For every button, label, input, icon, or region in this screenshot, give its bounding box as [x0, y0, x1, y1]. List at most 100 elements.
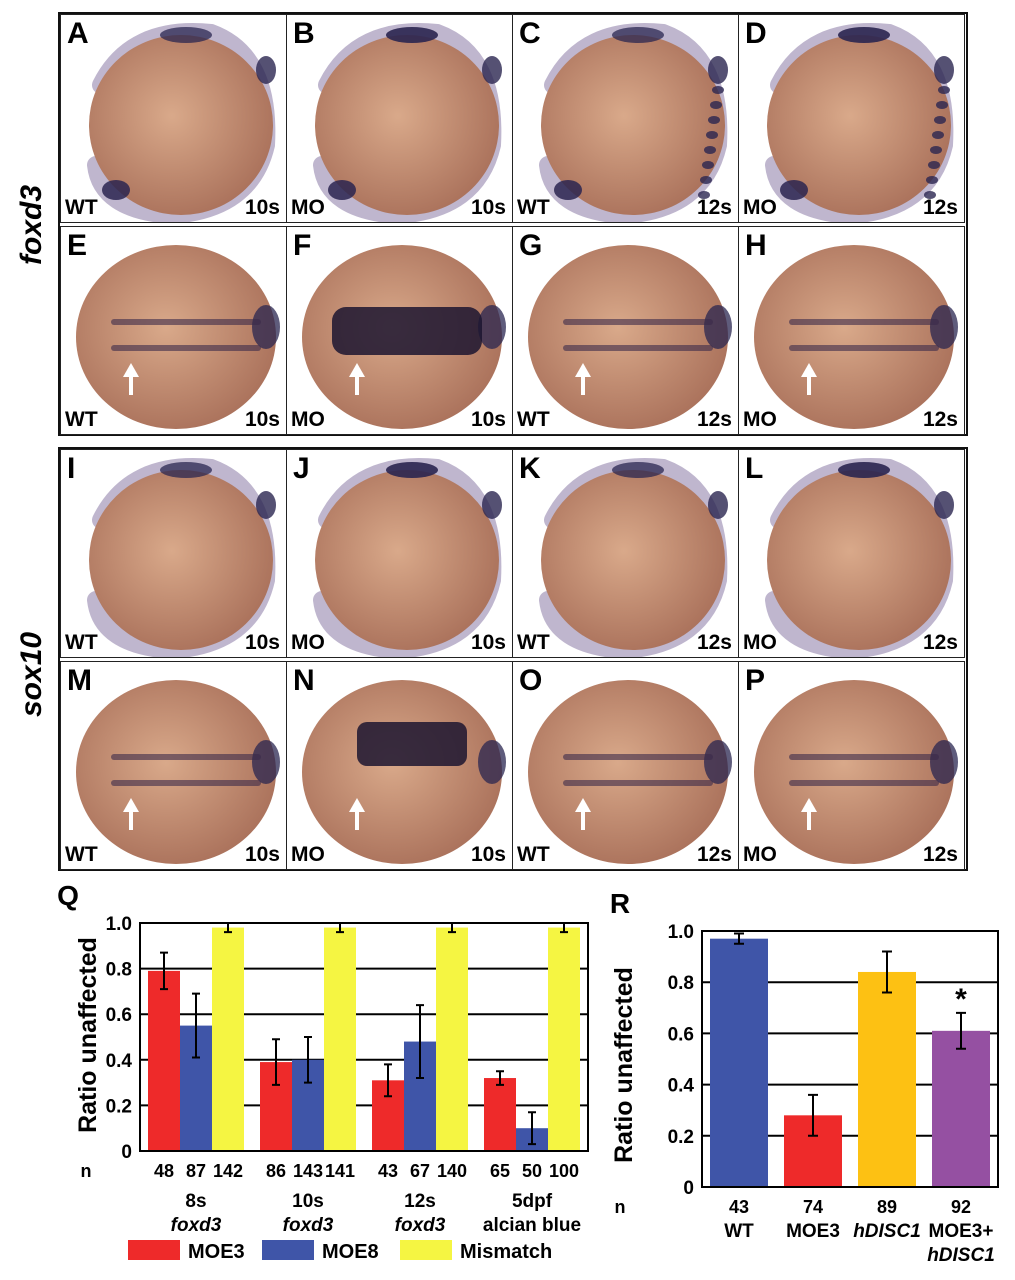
error-bar [808, 1093, 818, 1137]
y-tick-label: 0.8 [668, 973, 694, 994]
error-bar [528, 1111, 536, 1146]
condition-label: WT [65, 196, 98, 219]
panel-letter: C [519, 17, 541, 50]
panel-f: F MO 10s [286, 226, 513, 435]
group-label: 12s [404, 1191, 436, 1212]
white-arrow-icon [801, 363, 817, 395]
white-arrow-icon [575, 363, 591, 395]
plot-frame [701, 930, 999, 1188]
n-value: 48 [154, 1161, 174, 1181]
error-bar [384, 1063, 392, 1098]
condition-label: MO [743, 631, 777, 654]
error-bar [160, 951, 168, 991]
bar-label: hDISC1 [853, 1221, 921, 1242]
panel-letter: P [745, 664, 766, 697]
embryo-image [754, 680, 958, 864]
y-tick-label: 0.2 [668, 1127, 694, 1148]
error-bar [192, 992, 200, 1059]
stage-label: 12s [696, 196, 732, 219]
gene-label-foxd3: foxd3 [15, 184, 48, 265]
stage-label: 12s [922, 196, 958, 219]
chart-r: R 0 0.2 0.4 0.6 0.8 1.0 Ratio unaffected n 43 WT 74… [610, 888, 999, 1266]
embryo-image [313, 23, 502, 222]
embryo-image [765, 458, 954, 657]
error-bar [336, 922, 344, 934]
bar-mismatch-2 [436, 927, 468, 1151]
n-value: 43 [378, 1161, 398, 1181]
panel-letter: M [67, 664, 92, 697]
panel-letter: I [67, 452, 76, 485]
embryo-image [87, 458, 276, 657]
panel-letter: N [293, 664, 315, 697]
legend-label: MOE3 [188, 1241, 245, 1263]
n-row-label: n [615, 1197, 626, 1217]
panel-p: P MO 12s [738, 661, 965, 870]
panel-letter: K [519, 452, 541, 485]
bar-0 [710, 938, 768, 1187]
embryo-image [302, 245, 506, 429]
chart-panel-letter: Q [57, 880, 79, 911]
stage-label: 10s [244, 196, 280, 219]
stage-label: 12s [696, 843, 732, 866]
bar-label: MOE3 [786, 1221, 840, 1242]
stage-label: 10s [244, 631, 280, 654]
error-bar [560, 922, 568, 934]
embryo-image [754, 245, 958, 429]
condition-label: MO [291, 408, 325, 431]
plot-frame [139, 922, 589, 1152]
panel-d: D MO 12s [738, 14, 965, 223]
embryo-image [302, 680, 506, 864]
panel-i: I WT 10s [60, 449, 287, 658]
condition-label: MO [743, 408, 777, 431]
panel-letter: D [745, 17, 767, 50]
panel-a: A WT 10s [60, 14, 287, 223]
embryo-image [528, 680, 732, 864]
bar-2 [858, 971, 916, 1187]
condition-label: WT [65, 843, 98, 866]
stage-label: 10s [470, 843, 506, 866]
panel-e: E WT 10s [60, 226, 287, 435]
y-tick-label: 0 [121, 1142, 132, 1163]
n-value: 74 [803, 1197, 823, 1217]
y-axis-label: Ratio unaffected [610, 967, 638, 1163]
n-value: 100 [549, 1161, 579, 1181]
panel-letter: A [67, 17, 89, 50]
white-arrow-icon [349, 798, 365, 830]
group-label: 8s [185, 1191, 206, 1212]
panel-letter: F [293, 229, 312, 262]
y-tick-label: 0.6 [668, 1024, 694, 1045]
condition-label: MO [291, 843, 325, 866]
white-arrow-icon [123, 363, 139, 395]
panel-letter: J [293, 452, 310, 485]
error-bar [956, 1011, 966, 1050]
stage-label: 10s [470, 631, 506, 654]
stage-label: 12s [696, 408, 732, 431]
condition-label: MO [743, 843, 777, 866]
bar-3 [932, 1030, 990, 1187]
panel-letter: H [745, 229, 767, 262]
gene-label-sox10: sox10 [15, 631, 48, 717]
embryo-image [539, 458, 728, 657]
panel-letter: L [745, 452, 764, 485]
white-arrow-icon [349, 363, 365, 395]
embryo-image [528, 245, 732, 429]
legend-swatch [128, 1240, 180, 1260]
bar-label: WT [724, 1221, 754, 1242]
n-value: 141 [325, 1161, 355, 1181]
y-tick-label: 0.4 [668, 1076, 695, 1097]
legend-swatch [400, 1240, 452, 1260]
y-tick-label: 0.6 [106, 1005, 132, 1026]
panel-letter: B [293, 17, 315, 50]
bar-moe3-3 [484, 1078, 516, 1151]
n-value: 87 [186, 1161, 206, 1181]
legend-label: Mismatch [460, 1241, 552, 1263]
stage-label: 12s [922, 408, 958, 431]
y-tick-label: 0.8 [106, 960, 132, 981]
panel-c: C WT 12s [512, 14, 739, 223]
error-bar [304, 1036, 312, 1084]
error-bar [224, 922, 232, 934]
group-label: 5dpf [512, 1191, 553, 1212]
panel-n: N MO 10s [286, 661, 513, 870]
embryo-image [765, 23, 954, 222]
